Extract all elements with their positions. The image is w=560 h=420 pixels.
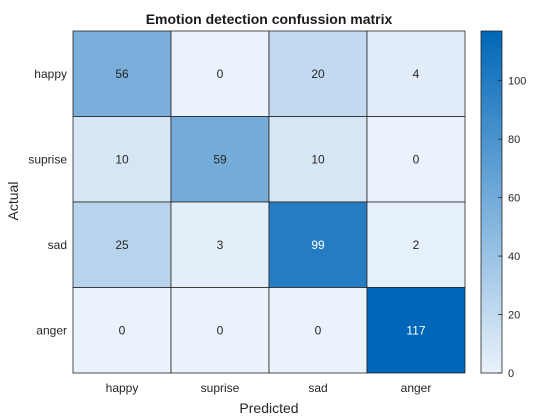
cell-value-label: 10 — [115, 152, 129, 166]
heatmap-cell — [366, 116, 466, 203]
chart-title: Emotion detection confussion matrix — [146, 11, 393, 27]
y-axis-label: Actual — [5, 182, 21, 221]
heatmap-cell — [366, 287, 466, 374]
heatmap-cell — [366, 201, 466, 288]
colorbar: 0 20 40 60 80 100 — [480, 30, 526, 380]
y-tick-label: sad — [48, 238, 67, 252]
y-tick-labels: happy suprise sad anger — [28, 67, 67, 338]
cell-value-label: 2 — [413, 238, 420, 252]
y-tick-label: happy — [34, 67, 67, 81]
x-tick-label: sad — [308, 381, 327, 395]
cell-value-label: 117 — [406, 323, 425, 337]
y-tick-label: suprise — [28, 152, 67, 166]
cell-value-label: 0 — [315, 323, 322, 337]
colorbar-tick-label: 60 — [508, 193, 520, 205]
heatmap-cell — [170, 287, 270, 374]
colorbar-tick-label: 80 — [508, 134, 520, 146]
colorbar-tick-label: 0 — [508, 368, 514, 380]
heatmap-cell — [366, 30, 466, 117]
heatmap-cell — [268, 30, 368, 117]
x-tick-label: anger — [401, 381, 432, 395]
cell-value-label: 10 — [311, 152, 325, 166]
x-axis-label: Predicted — [239, 400, 298, 416]
heatmap-cell — [72, 116, 172, 203]
cell-value-label: 3 — [217, 238, 224, 252]
heatmap-cell — [170, 201, 270, 288]
cell-value-label: 59 — [213, 152, 227, 166]
cell-value-label: 0 — [413, 152, 420, 166]
cell-value-label: 0 — [217, 323, 224, 337]
heatmap-cell — [170, 30, 270, 117]
heatmap-cells — [72, 30, 466, 374]
cell-value-label: 20 — [311, 67, 325, 81]
x-tick-labels: happy suprise sad anger — [106, 381, 432, 395]
cell-value-label: 4 — [413, 67, 420, 81]
colorbar-tick-label: 20 — [508, 310, 520, 322]
heatmap-cell — [268, 287, 368, 374]
cell-value-label: 99 — [311, 238, 325, 252]
cell-value-label: 0 — [217, 67, 224, 81]
x-tick-label: happy — [106, 381, 139, 395]
cell-value-label: 0 — [119, 323, 126, 337]
cell-value-label: 56 — [115, 67, 129, 81]
y-tick-label: anger — [36, 323, 67, 337]
colorbar-gradient — [480, 30, 503, 374]
heatmap-cell — [170, 116, 270, 203]
colorbar-tick-label: 100 — [508, 76, 526, 88]
cell-value-label: 25 — [115, 238, 129, 252]
heatmap-cell — [72, 287, 172, 374]
heatmap-cell-labels: 56 0 20 410 59 10 025 3 99 20 0 0 117 — [115, 67, 426, 338]
heatmap-cell — [72, 30, 172, 117]
x-tick-label: suprise — [201, 381, 240, 395]
colorbar-tick-label: 40 — [508, 251, 520, 263]
